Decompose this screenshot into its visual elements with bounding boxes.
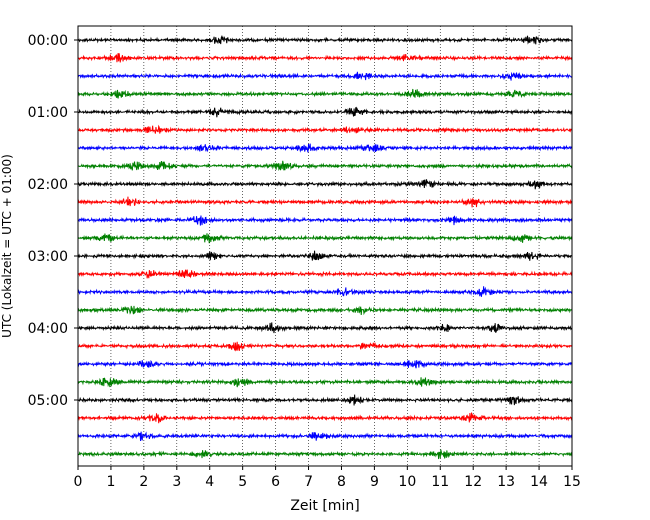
x-tick-label: 1 (106, 474, 115, 490)
x-tick-label: 8 (337, 474, 346, 490)
trace-row-8 (77, 179, 573, 190)
x-tick-label: 3 (172, 474, 181, 490)
trace-row-21 (77, 412, 573, 424)
trace-row-12 (77, 250, 573, 261)
seismogram-traces (77, 34, 573, 460)
y-axis-ticks: 00:00 01:00 02:00 03:00 04:00 05:00 (28, 33, 78, 409)
y-axis-label: UTC (Lokalzeit = UTC + 01:00) (0, 154, 14, 338)
trace-row-7 (77, 160, 573, 171)
trace-row-4 (77, 106, 573, 118)
y-tick-label: 02:00 (28, 177, 68, 193)
trace-row-6 (77, 143, 573, 153)
plot-frame (77, 25, 573, 467)
x-tick-label: 6 (271, 474, 280, 490)
x-tick-label: 4 (205, 474, 214, 490)
y-tick-label: 05:00 (28, 393, 68, 409)
x-tick-label: 14 (530, 474, 548, 490)
trace-row-16 (77, 322, 573, 334)
x-axis-ticks: 0 1 2 3 4 5 6 7 8 9 10 11 12 13 14 15 (74, 466, 581, 490)
x-tick-label: 15 (563, 474, 581, 490)
x-tick-label: 5 (238, 474, 247, 490)
grid-lines (110, 26, 540, 466)
x-tick-label: 2 (139, 474, 148, 490)
x-axis-label: Zeit [min] (290, 498, 359, 514)
trace-row-9 (77, 196, 573, 208)
trace-row-17 (77, 341, 573, 352)
trace-row-5 (77, 124, 573, 134)
trace-row-18 (77, 359, 573, 369)
x-tick-label: 11 (431, 474, 449, 490)
x-tick-label: 0 (74, 474, 83, 490)
x-tick-label: 9 (370, 474, 379, 490)
trace-row-10 (77, 215, 573, 226)
trace-row-3 (77, 88, 573, 99)
x-tick-label: 12 (464, 474, 482, 490)
trace-row-0 (77, 34, 573, 45)
x-tick-label: 13 (497, 474, 515, 490)
y-tick-label: 03:00 (28, 249, 68, 265)
trace-row-1 (77, 53, 573, 63)
trace-row-19 (77, 377, 573, 388)
trace-row-2 (77, 71, 573, 81)
y-tick-label: 04:00 (28, 321, 68, 337)
y-tick-label: 01:00 (28, 105, 68, 121)
x-tick-label: 7 (304, 474, 313, 490)
trace-row-13 (77, 269, 573, 279)
trace-row-11 (77, 233, 573, 244)
trace-row-20 (77, 394, 573, 406)
y-tick-label: 00:00 (28, 33, 68, 49)
x-tick-label: 10 (398, 474, 416, 490)
trace-row-23 (77, 449, 573, 460)
trace-row-14 (77, 286, 573, 297)
trace-row-15 (77, 305, 573, 316)
trace-row-22 (77, 431, 573, 442)
